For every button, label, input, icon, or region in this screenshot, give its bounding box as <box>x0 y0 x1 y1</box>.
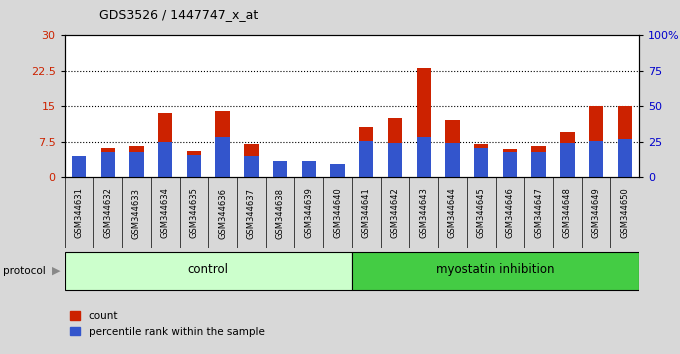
Bar <box>617 106 632 177</box>
Text: GSM344647: GSM344647 <box>534 188 543 239</box>
Bar <box>330 165 345 177</box>
Text: GSM344636: GSM344636 <box>218 188 227 239</box>
Text: GSM344645: GSM344645 <box>477 188 486 238</box>
Bar <box>474 144 488 177</box>
Bar <box>560 132 575 177</box>
Bar <box>330 164 345 177</box>
Bar <box>129 146 143 177</box>
Text: GSM344642: GSM344642 <box>390 188 399 238</box>
Text: protocol: protocol <box>3 266 46 276</box>
Bar <box>244 144 258 177</box>
Bar <box>187 155 201 177</box>
Bar <box>187 151 201 177</box>
Text: control: control <box>188 263 228 276</box>
Text: GSM344635: GSM344635 <box>190 188 199 239</box>
FancyBboxPatch shape <box>352 252 639 290</box>
Bar <box>158 142 172 177</box>
Text: GSM344634: GSM344634 <box>160 188 169 239</box>
Bar <box>503 152 517 177</box>
Bar <box>302 161 316 177</box>
Bar <box>388 143 402 177</box>
Text: GSM344639: GSM344639 <box>305 188 313 239</box>
Text: GSM344644: GSM344644 <box>448 188 457 238</box>
Text: myostatin inhibition: myostatin inhibition <box>437 263 555 276</box>
Text: GSM344637: GSM344637 <box>247 188 256 239</box>
Text: GSM344641: GSM344641 <box>362 188 371 238</box>
Bar <box>474 148 488 177</box>
Bar <box>589 106 603 177</box>
Text: GSM344649: GSM344649 <box>592 188 600 238</box>
Text: GSM344643: GSM344643 <box>420 188 428 239</box>
Bar <box>273 161 287 177</box>
Text: GSM344631: GSM344631 <box>75 188 84 239</box>
Text: GSM344650: GSM344650 <box>620 188 629 238</box>
Text: GSM344638: GSM344638 <box>275 188 284 239</box>
Text: GSM344646: GSM344646 <box>505 188 514 239</box>
Bar <box>388 118 402 177</box>
Bar <box>72 156 86 177</box>
Bar <box>532 146 546 177</box>
Text: ▶: ▶ <box>52 266 60 276</box>
Bar <box>359 127 373 177</box>
Bar <box>101 148 115 177</box>
Bar <box>359 141 373 177</box>
Bar <box>216 137 230 177</box>
Bar <box>216 111 230 177</box>
Legend: count, percentile rank within the sample: count, percentile rank within the sample <box>70 311 265 337</box>
Bar <box>129 152 143 177</box>
Bar <box>273 163 287 177</box>
Bar <box>101 152 115 177</box>
Bar <box>503 149 517 177</box>
FancyBboxPatch shape <box>65 252 352 290</box>
Bar <box>445 120 460 177</box>
Bar <box>302 163 316 177</box>
Text: GSM344632: GSM344632 <box>103 188 112 239</box>
Bar <box>417 137 431 177</box>
Bar <box>617 139 632 177</box>
Bar <box>445 143 460 177</box>
Bar <box>589 141 603 177</box>
Bar <box>532 152 546 177</box>
Text: GSM344648: GSM344648 <box>563 188 572 239</box>
Text: GSM344633: GSM344633 <box>132 188 141 239</box>
Bar <box>72 160 86 177</box>
Bar <box>244 156 258 177</box>
Bar <box>560 143 575 177</box>
Bar <box>417 68 431 177</box>
Text: GSM344640: GSM344640 <box>333 188 342 238</box>
Text: GDS3526 / 1447747_x_at: GDS3526 / 1447747_x_at <box>99 8 258 21</box>
Bar <box>158 113 172 177</box>
